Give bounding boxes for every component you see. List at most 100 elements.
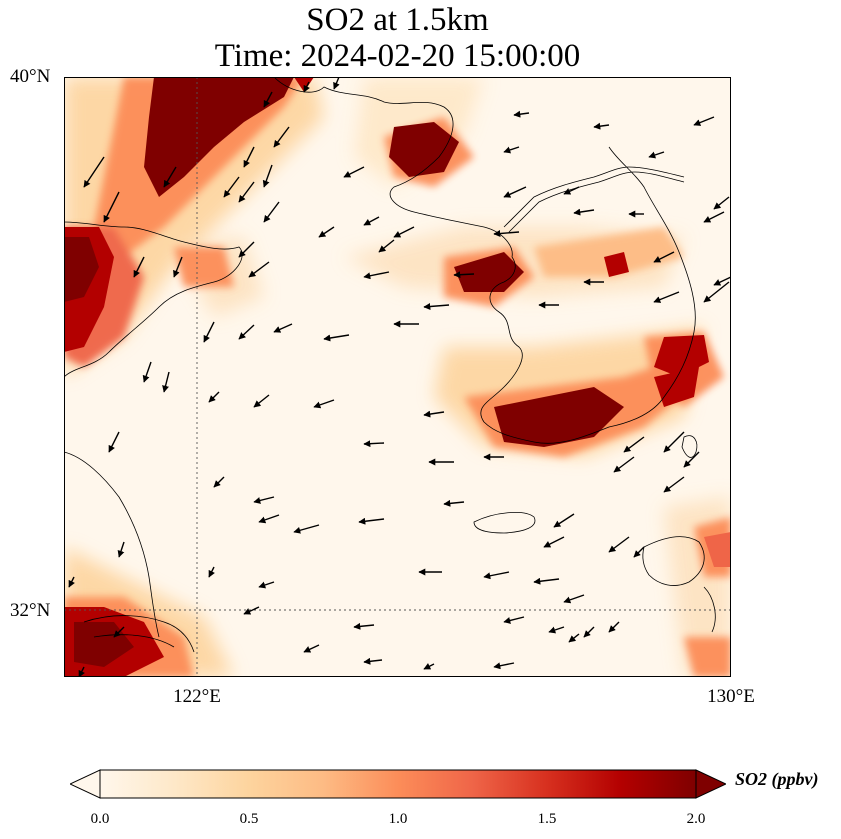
wind-arrow bbox=[553, 513, 575, 528]
wind-arrow bbox=[513, 110, 530, 118]
wind-arrow bbox=[703, 211, 725, 223]
wind-arrow bbox=[213, 476, 225, 488]
map-panel bbox=[64, 77, 731, 677]
colorbar-tick-2: 1.0 bbox=[388, 811, 408, 827]
wind-arrow bbox=[262, 164, 273, 188]
wind-arrow bbox=[593, 122, 610, 130]
wind-arrow bbox=[453, 271, 475, 279]
wind-arrow bbox=[423, 410, 445, 418]
map-svg bbox=[64, 77, 731, 677]
colorbar-tick-4: 2.0 bbox=[686, 811, 706, 827]
wind-arrow bbox=[363, 216, 380, 226]
wind-arrow bbox=[623, 436, 645, 453]
wind-arrow bbox=[163, 166, 177, 188]
wind-arrow bbox=[568, 633, 580, 643]
wind-arrow bbox=[503, 616, 525, 624]
colorbar-svg bbox=[68, 769, 728, 799]
wind-arrow bbox=[683, 451, 700, 468]
wind-arrow bbox=[423, 303, 450, 310]
wind-arrow bbox=[103, 191, 120, 223]
wind-arrow bbox=[583, 626, 595, 638]
wind-arrow bbox=[78, 666, 85, 677]
colorbar-tick-1: 0.5 bbox=[239, 811, 259, 827]
wind-arrow bbox=[238, 241, 255, 258]
wind-arrow bbox=[633, 546, 645, 558]
wind-arrow bbox=[253, 394, 270, 408]
colorbar-extend-low bbox=[68, 769, 101, 799]
wind-arrow bbox=[443, 499, 465, 507]
wind-arrow bbox=[613, 456, 635, 473]
wind-arrow bbox=[343, 166, 365, 178]
wind-arrow bbox=[162, 371, 170, 393]
wind-arrow bbox=[248, 261, 270, 278]
wind-arrow bbox=[263, 91, 273, 108]
wind-arrow bbox=[203, 321, 215, 343]
wind-arrow bbox=[238, 324, 255, 340]
wind-arrow bbox=[573, 208, 595, 216]
wind-arrow bbox=[313, 399, 335, 409]
lat-tick-32n: 32°N bbox=[10, 600, 51, 621]
wind-arrow bbox=[208, 566, 215, 578]
wind-arrow bbox=[363, 657, 383, 665]
lon-tick-130e: 130°E bbox=[707, 686, 755, 707]
wind-arrow bbox=[393, 226, 415, 238]
colorbar-tick-0: 0.0 bbox=[90, 811, 110, 827]
colorbar-tick-3: 1.5 bbox=[537, 811, 557, 827]
wind-arrow bbox=[548, 626, 565, 634]
wind-arrow bbox=[503, 186, 527, 198]
wind-arrow bbox=[363, 440, 385, 448]
wind-arrow bbox=[483, 571, 510, 580]
wind-arrow bbox=[423, 663, 435, 670]
wind-arrow bbox=[318, 226, 335, 238]
wind-arrow bbox=[173, 256, 183, 278]
wind-arrow bbox=[258, 514, 280, 524]
wind-arrow bbox=[608, 536, 630, 553]
colorbar bbox=[68, 769, 728, 799]
wind-arrow bbox=[238, 181, 255, 203]
wind-arrow bbox=[663, 476, 685, 493]
wind-arrow bbox=[293, 524, 320, 534]
wind-arrow bbox=[713, 276, 731, 286]
wind-arrow bbox=[533, 577, 560, 585]
wind-arrow bbox=[563, 594, 585, 604]
wind-arrow bbox=[713, 196, 730, 210]
wind-arrow bbox=[273, 126, 290, 148]
so2-hotspots bbox=[64, 77, 731, 677]
wind-arrow bbox=[323, 334, 350, 342]
title-line1: SO2 at 1.5km bbox=[306, 2, 489, 38]
wind-arrow bbox=[117, 541, 125, 558]
wind-arrow bbox=[243, 146, 255, 168]
wind-arrow bbox=[273, 323, 293, 333]
wind-arrow bbox=[142, 361, 152, 383]
wind-arrow bbox=[663, 431, 685, 453]
title-line2: Time: 2024-02-20 15:00:00 bbox=[214, 38, 581, 74]
wind-arrow bbox=[693, 116, 715, 126]
wind-arrow bbox=[378, 239, 395, 253]
wind-arrow bbox=[133, 256, 145, 278]
wind-arrow bbox=[83, 156, 105, 188]
colorbar-extend-high bbox=[695, 769, 728, 799]
wind-arrow bbox=[303, 81, 310, 93]
map-title: SO2 at 1.5km Time: 2024-02-20 15:00:00 bbox=[64, 2, 731, 74]
wind-arrows bbox=[68, 77, 731, 677]
wind-arrow bbox=[703, 281, 730, 303]
wind-arrow bbox=[263, 201, 280, 223]
wind-arrow bbox=[358, 517, 385, 525]
wind-arrow bbox=[353, 622, 375, 630]
wind-arrow bbox=[648, 151, 665, 159]
wind-arrow bbox=[258, 581, 275, 589]
wind-arrow bbox=[253, 496, 275, 504]
coastlines bbox=[64, 77, 716, 653]
wind-arrow bbox=[543, 536, 565, 548]
wind-arrow bbox=[113, 626, 125, 638]
wind-arrow bbox=[333, 77, 340, 90]
gridlines bbox=[64, 77, 731, 677]
wind-arrow bbox=[493, 230, 520, 237]
colorbar-label: SO2 (ppbv) bbox=[735, 769, 819, 789]
wind-arrow bbox=[243, 606, 260, 615]
wind-arrow bbox=[363, 271, 390, 280]
wind-arrow bbox=[653, 251, 675, 263]
lat-tick-40n: 40°N bbox=[10, 66, 51, 87]
wind-arrow bbox=[108, 431, 120, 453]
wind-arrow bbox=[503, 146, 520, 154]
